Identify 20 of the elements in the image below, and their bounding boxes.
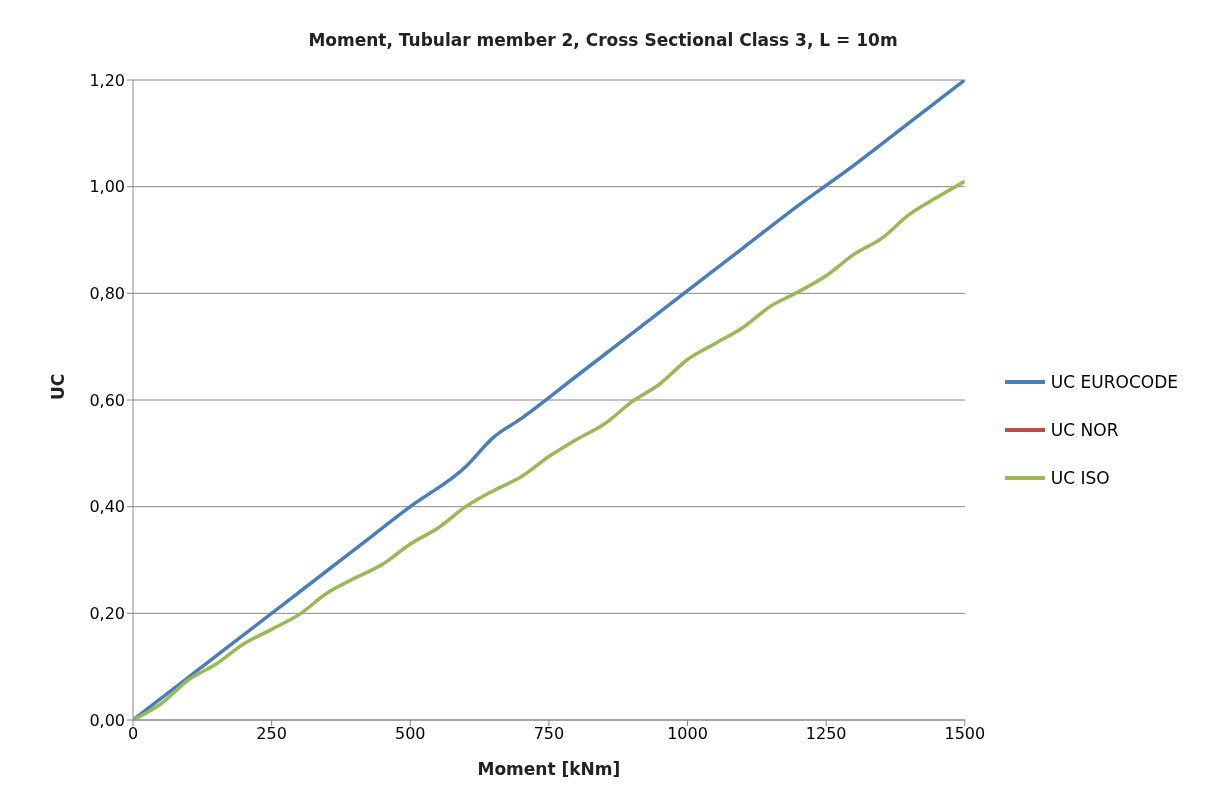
chart-title: Moment, Tubular member 2, Cross Sectional Class 3, L = 10m bbox=[307, 29, 899, 52]
y-tick-label: 0,20 bbox=[89, 604, 125, 624]
y-tick-label: 0,60 bbox=[89, 390, 125, 410]
x-tick-label: 1500 bbox=[944, 724, 986, 744]
legend-label: UC ISO bbox=[1050, 468, 1110, 488]
x-tick-label: 500 bbox=[395, 724, 426, 744]
legend-label: UC NOR bbox=[1050, 420, 1119, 440]
x-axis-title: Moment [kNm] bbox=[477, 759, 621, 779]
y-axis-title: UC bbox=[48, 373, 69, 400]
x-tick-label: 1000 bbox=[667, 724, 708, 744]
x-tick-label: 750 bbox=[533, 724, 565, 744]
x-tick-label: 250 bbox=[256, 724, 287, 744]
y-tick-label: 1,20 bbox=[89, 70, 125, 90]
y-tick-label: 0,80 bbox=[89, 284, 125, 304]
x-tick-label: 1250 bbox=[805, 724, 847, 744]
y-tick-label: 1,00 bbox=[89, 177, 125, 197]
y-tick-label: 0,00 bbox=[89, 710, 125, 730]
x-tick-label: 0 bbox=[127, 724, 139, 744]
y-tick-label: 0,40 bbox=[89, 497, 125, 517]
legend-label: UC EUROCODE bbox=[1050, 372, 1178, 392]
